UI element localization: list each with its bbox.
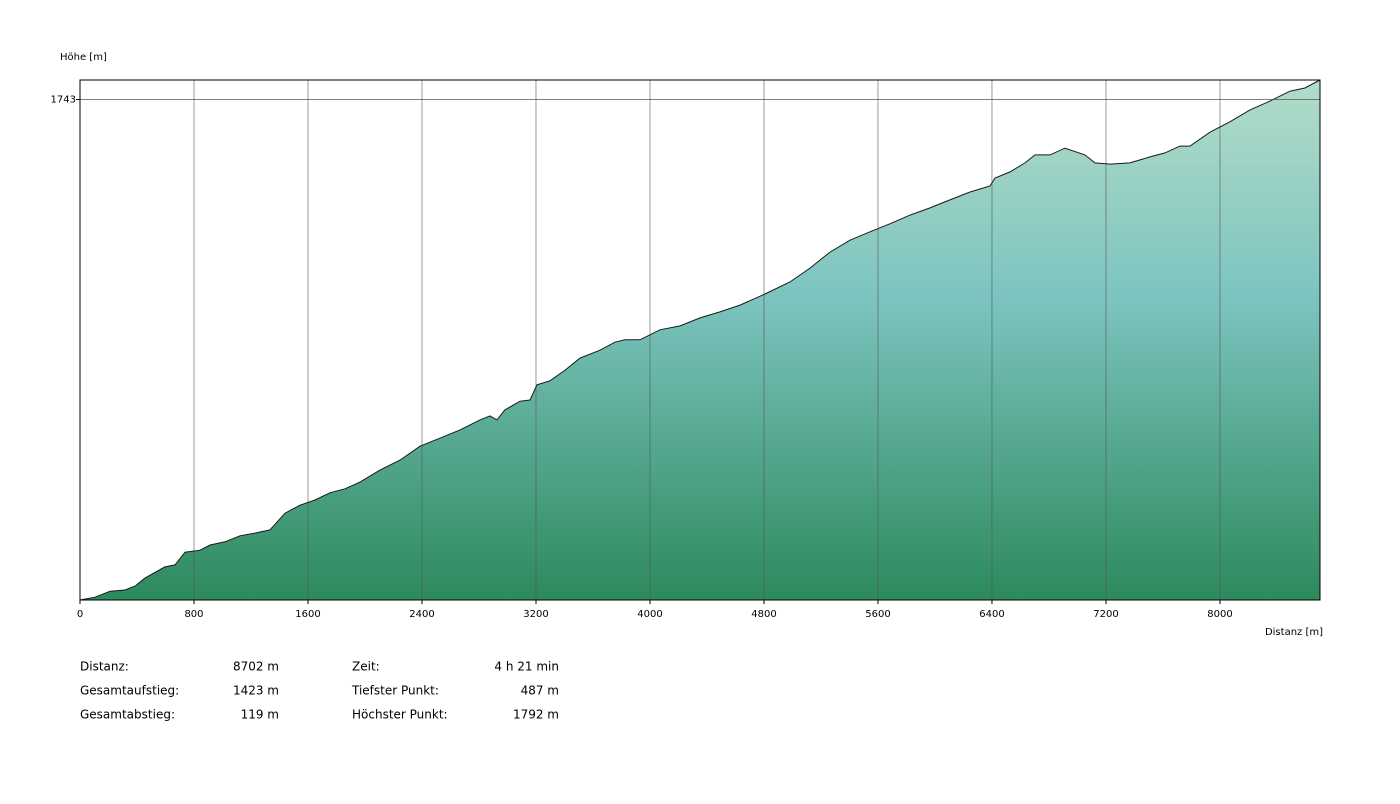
x-tick-label: 6400 xyxy=(979,609,1004,620)
stat-label: Distanz: xyxy=(80,660,129,674)
x-tick-label: 8000 xyxy=(1207,609,1232,620)
x-tick-label: 2400 xyxy=(409,609,434,620)
x-tick-label: 4800 xyxy=(751,609,776,620)
x-tick-label: 800 xyxy=(184,609,203,620)
x-tick-label: 4000 xyxy=(637,609,662,620)
elevation-area xyxy=(80,80,1320,600)
stat-label: Tiefster Punkt: xyxy=(351,684,439,698)
x-axis-label: Distanz [m] xyxy=(1265,627,1323,638)
y-axis-label: Höhe [m] xyxy=(60,52,107,63)
x-tick-label: 0 xyxy=(77,609,83,620)
x-tick-label: 5600 xyxy=(865,609,890,620)
stat-value: 487 m xyxy=(521,684,559,698)
stat-label: Gesamtabstieg: xyxy=(80,708,175,722)
x-tick-label: 3200 xyxy=(523,609,548,620)
x-tick-label: 1600 xyxy=(295,609,320,620)
y-tick-label: 1743 xyxy=(51,95,76,106)
stat-value: 8702 m xyxy=(233,660,279,674)
x-tick-label: 7200 xyxy=(1093,609,1118,620)
stat-value: 1792 m xyxy=(513,708,559,722)
stat-value: 4 h 21 min xyxy=(494,660,559,674)
elevation-line xyxy=(79,79,1321,601)
plot-frame xyxy=(79,79,1321,601)
stat-label: Gesamtaufstieg: xyxy=(80,684,179,698)
stat-label: Höchster Punkt: xyxy=(352,708,448,722)
stat-label: Zeit: xyxy=(352,660,380,674)
stat-value: 1423 m xyxy=(233,684,279,698)
stat-value: 119 m xyxy=(241,708,279,722)
